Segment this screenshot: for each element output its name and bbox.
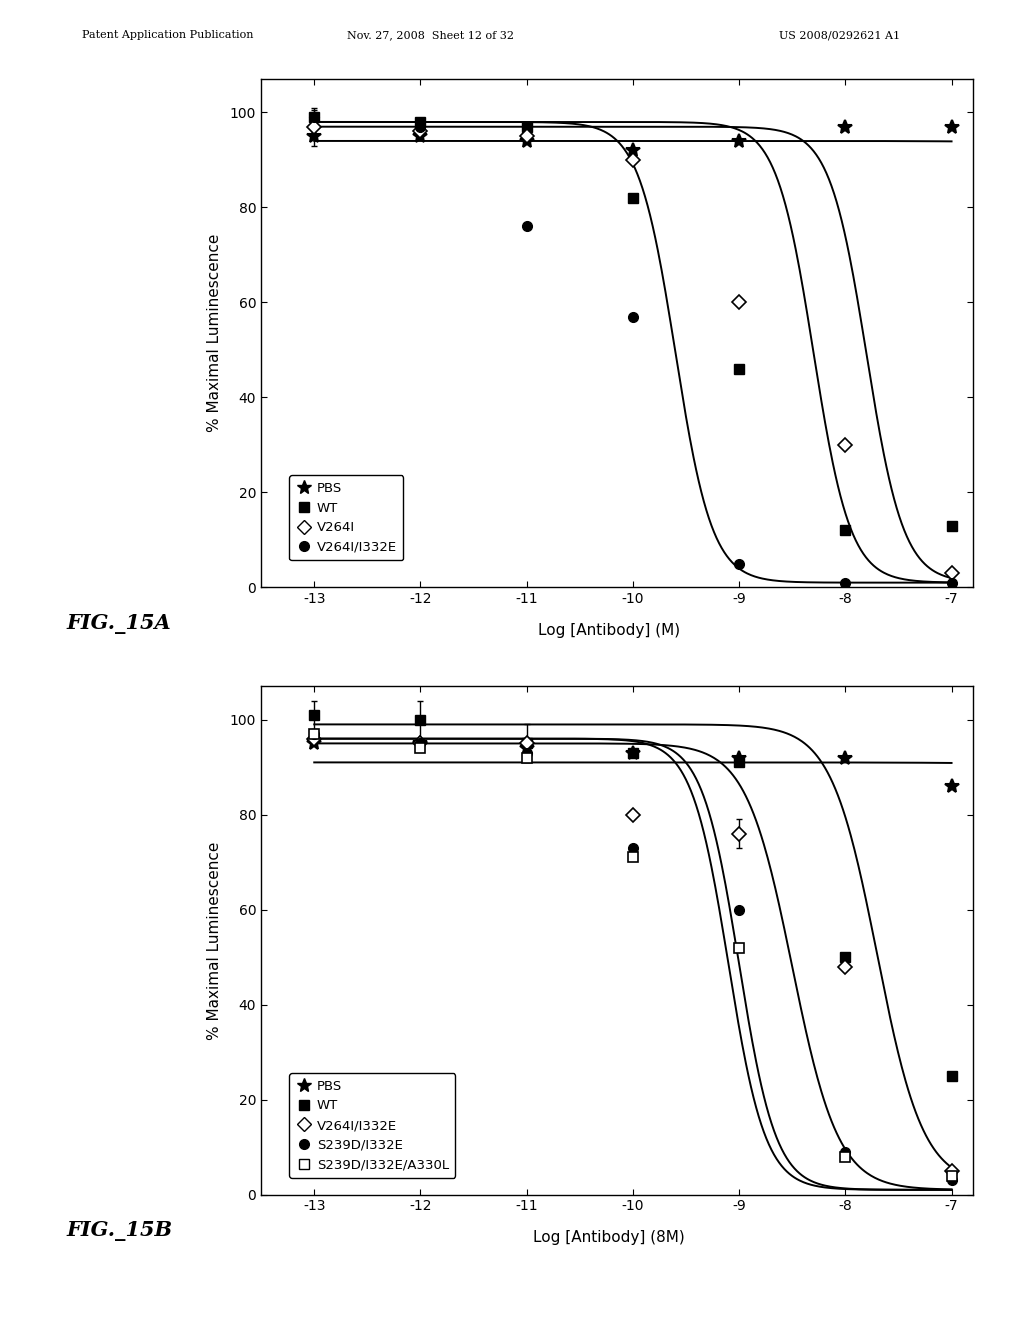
Text: Log [Antibody] (M): Log [Antibody] (M): [539, 623, 680, 638]
Text: Patent Application Publication: Patent Application Publication: [82, 30, 253, 41]
Text: FIG._15B: FIG._15B: [67, 1221, 173, 1241]
Text: Log [Antibody] (8M): Log [Antibody] (8M): [534, 1230, 685, 1245]
Text: Nov. 27, 2008  Sheet 12 of 32: Nov. 27, 2008 Sheet 12 of 32: [346, 30, 514, 41]
Text: FIG._15A: FIG._15A: [67, 614, 171, 634]
Legend: PBS, WT, V264I, V264I/I332E: PBS, WT, V264I, V264I/I332E: [289, 475, 403, 561]
Y-axis label: % Maximal Luminescence: % Maximal Luminescence: [207, 234, 221, 433]
Y-axis label: % Maximal Luminescence: % Maximal Luminescence: [207, 841, 221, 1040]
Text: US 2008/0292621 A1: US 2008/0292621 A1: [779, 30, 900, 41]
Legend: PBS, WT, V264I/I332E, S239D/I332E, S239D/I332E/A330L: PBS, WT, V264I/I332E, S239D/I332E, S239D…: [289, 1073, 456, 1177]
